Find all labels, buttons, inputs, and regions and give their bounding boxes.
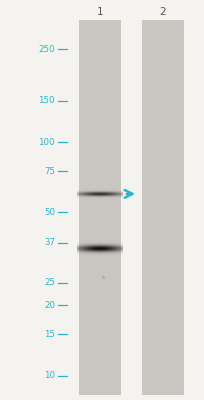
Bar [79, 20, 120, 395]
Text: 1: 1 [96, 7, 103, 17]
Text: 150: 150 [38, 96, 55, 106]
Text: 15: 15 [44, 330, 55, 339]
Text: 25: 25 [44, 278, 55, 287]
Text: 50: 50 [44, 208, 55, 217]
Bar [141, 20, 183, 395]
Text: 37: 37 [44, 238, 55, 247]
Text: 250: 250 [38, 45, 55, 54]
Text: 75: 75 [44, 167, 55, 176]
Text: 2: 2 [159, 7, 165, 17]
Text: 10: 10 [44, 371, 55, 380]
Text: 20: 20 [44, 301, 55, 310]
Text: 100: 100 [38, 138, 55, 146]
